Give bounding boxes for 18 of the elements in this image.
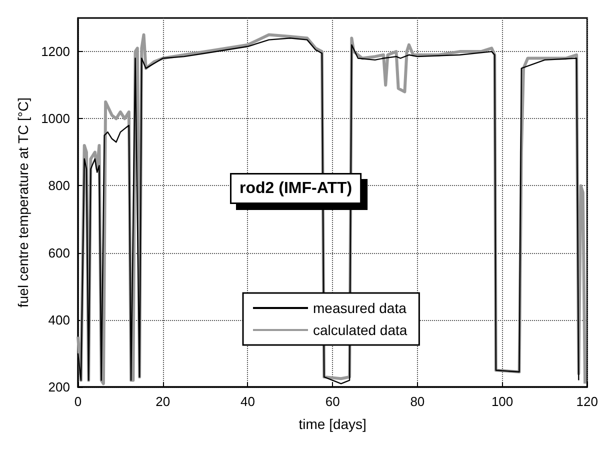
x-tick-label: 100	[491, 394, 514, 409]
annotation: rod2 (IMF-ATT)	[240, 180, 352, 197]
x-axis-title: time [days]	[298, 416, 366, 432]
y-tick-label: 1200	[41, 44, 70, 60]
y-tick-label: 200	[48, 380, 70, 394]
x-tick-label: 80	[410, 394, 425, 409]
x-tick-label: 20	[156, 394, 170, 409]
x-tick-label: 40	[240, 394, 255, 409]
legend-label: measured data	[313, 300, 407, 316]
y-tick-label: 400	[48, 312, 70, 328]
y-tick-label: 800	[48, 178, 70, 194]
x-tick-label: 120	[576, 394, 598, 409]
x-tick-label: 60	[325, 394, 340, 409]
y-axis-title: fuel centre temperature at TC [°C]	[15, 98, 32, 308]
y-tick-label: 600	[48, 245, 70, 260]
x-tick-label: 0	[74, 394, 82, 409]
legend-label: calculated data	[313, 322, 408, 338]
y-tick-label: 1000	[41, 111, 70, 126]
